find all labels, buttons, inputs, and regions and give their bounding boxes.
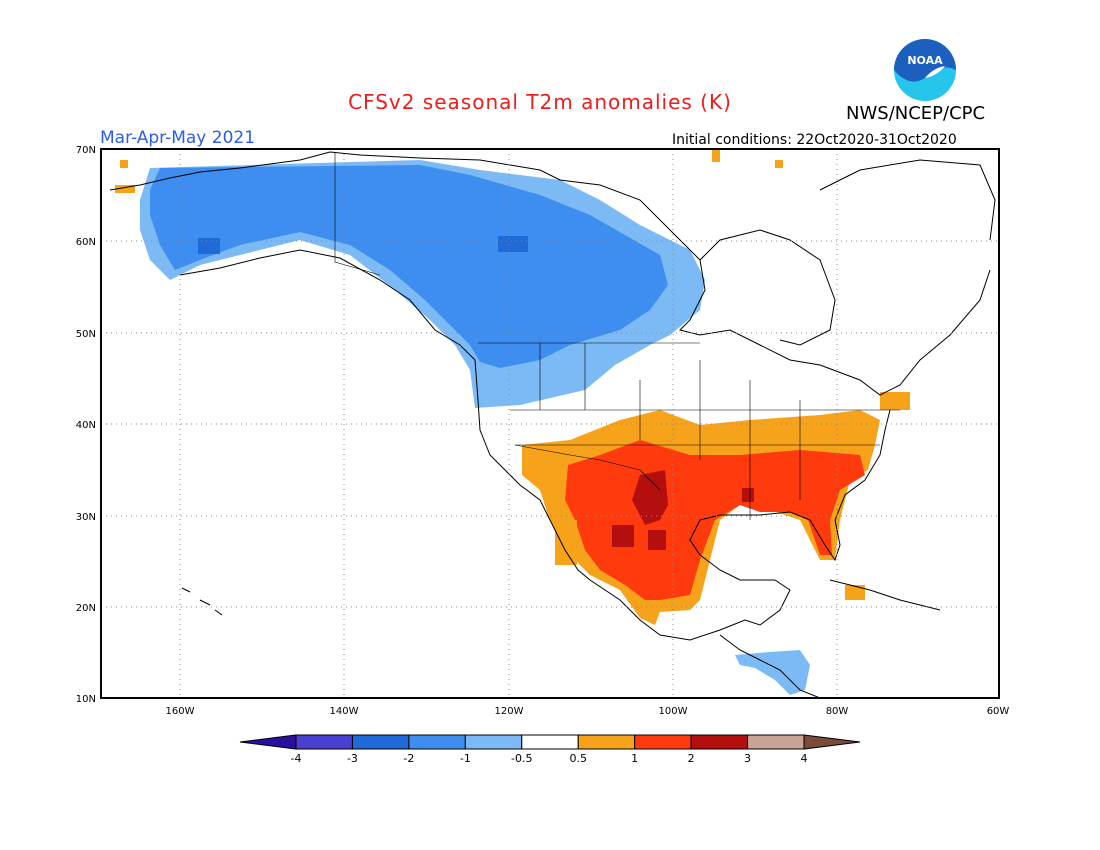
colorbar-swatch (408, 734, 466, 750)
coastline-hudson (699, 229, 836, 346)
colorbar-label: 1 (631, 752, 638, 765)
colorbar-swatch (747, 734, 805, 750)
anomaly-speck-orange (775, 160, 783, 168)
colorbar-swatch (351, 734, 410, 750)
colorbar-label: -4 (291, 752, 302, 765)
chart-title: CFSv2 seasonal T2m anomalies (K) (348, 90, 732, 114)
coastlines (109, 151, 996, 698)
lon-label: 160W (166, 706, 195, 717)
coastline-greenland (819, 159, 996, 241)
colorbar-label: -2 (403, 752, 414, 765)
lon-label: 100W (659, 706, 688, 717)
agency-label: NWS/NCEP/CPC (846, 103, 986, 124)
coastline-west (179, 249, 591, 581)
lon-label: 80W (826, 706, 849, 717)
colorbar-swatch (634, 734, 692, 750)
noaa-logo-icon: NOAA (894, 39, 956, 101)
coastline-central-america (719, 634, 821, 698)
colorbar-label: 4 (801, 752, 808, 765)
anomaly-field (115, 150, 910, 695)
colorbar-label: -0.5 (511, 752, 532, 765)
lat-label: 70N (76, 145, 96, 156)
anomaly-patch-dark-red (648, 530, 666, 550)
anomaly-speck-orange (555, 520, 577, 565)
lat-label: 60N (76, 237, 96, 248)
lon-label: 120W (495, 706, 524, 717)
border-states (510, 343, 900, 520)
colorbar-label: 2 (688, 752, 695, 765)
colorbar-swatch (521, 734, 579, 750)
anomaly-speck-orange (120, 160, 128, 168)
anomaly-speck-orange (115, 185, 135, 193)
map-frame (100, 148, 1000, 699)
political-borders (334, 152, 900, 520)
border-alaska (334, 152, 381, 276)
colorbar-label: 0.5 (569, 752, 587, 765)
anomaly-speck-orange (880, 392, 910, 410)
anomaly-patch-dark-blue (498, 236, 528, 252)
coastline-caribbean (829, 579, 941, 611)
lon-label: 140W (330, 706, 359, 717)
colorbar-swatch (464, 734, 523, 750)
anomaly-speck-orange (845, 585, 865, 600)
forecast-period: Mar-Apr-May 2021 (100, 128, 256, 148)
coastline-gulf (589, 409, 891, 641)
anomaly-region-red (565, 440, 865, 600)
colorbar-label: -1 (460, 752, 471, 765)
lat-label: 20N (76, 603, 96, 614)
colorbar-arrow-high (803, 734, 861, 750)
anomaly-region-blue (150, 165, 668, 368)
anomaly-patch-dark-red (742, 488, 754, 502)
anomaly-region-blue-central-america (735, 650, 810, 695)
lat-label: 50N (76, 329, 96, 340)
colorbar-arrow-low (239, 734, 297, 750)
colorbar: -4 -3 -2 -1 -0.5 0.5 1 2 3 4 (239, 734, 861, 765)
lat-label: 10N (76, 694, 96, 705)
colorbar-swatch (577, 734, 636, 750)
anomaly-patch-dark-red (612, 525, 634, 547)
initial-conditions: Initial conditions: 22Oct2020-31Oct2020 (672, 132, 957, 148)
anomaly-patch-dark-blue (198, 238, 220, 254)
colorbar-label: -3 (347, 752, 358, 765)
anomaly-patch-dark-red (632, 470, 668, 525)
lat-label: 30N (76, 512, 96, 523)
svg-text:NOAA: NOAA (907, 54, 943, 67)
lat-label: 40N (76, 420, 96, 431)
border-us-mexico (514, 444, 661, 491)
longitude-labels: 160W 140W 120W 100W 80W 60W (166, 706, 1010, 717)
latitude-labels: 70N 60N 50N 40N 30N 20N 10N (76, 145, 96, 705)
anomaly-speck-orange (712, 150, 720, 162)
colorbar-swatch (295, 734, 353, 750)
lon-label: 60W (987, 706, 1010, 717)
colorbar-swatch (690, 734, 749, 750)
coastline-hawaii (181, 587, 223, 616)
colorbar-label: 3 (744, 752, 751, 765)
